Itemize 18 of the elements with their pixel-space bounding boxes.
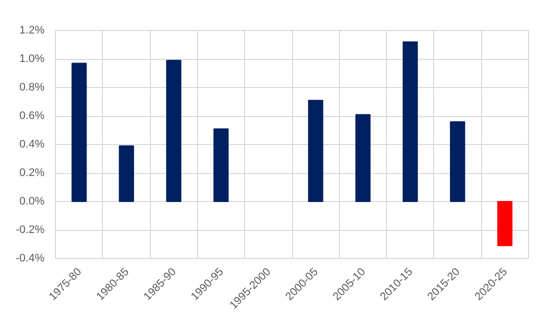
- y-tick-label: 0.6%: [19, 110, 45, 122]
- bar: [72, 62, 87, 202]
- y-tick-label: -0.2%: [16, 224, 45, 236]
- y-tick-label: 0.4%: [19, 138, 45, 150]
- bar: [355, 114, 371, 202]
- y-tick-label: 0.0%: [19, 196, 45, 208]
- bar: [308, 100, 324, 202]
- bar: [166, 60, 182, 202]
- bar: [213, 128, 229, 202]
- bar: [118, 145, 134, 202]
- y-tick-label: 1.0%: [19, 53, 45, 65]
- bar: [497, 201, 512, 246]
- bar: [402, 41, 418, 202]
- y-tick-label: 0.8%: [19, 82, 45, 94]
- bar: [450, 121, 466, 202]
- y-tick-label: 1.2%: [19, 24, 45, 36]
- y-tick-label: 0.2%: [19, 167, 45, 179]
- y-tick-label: -0.4%: [16, 252, 45, 264]
